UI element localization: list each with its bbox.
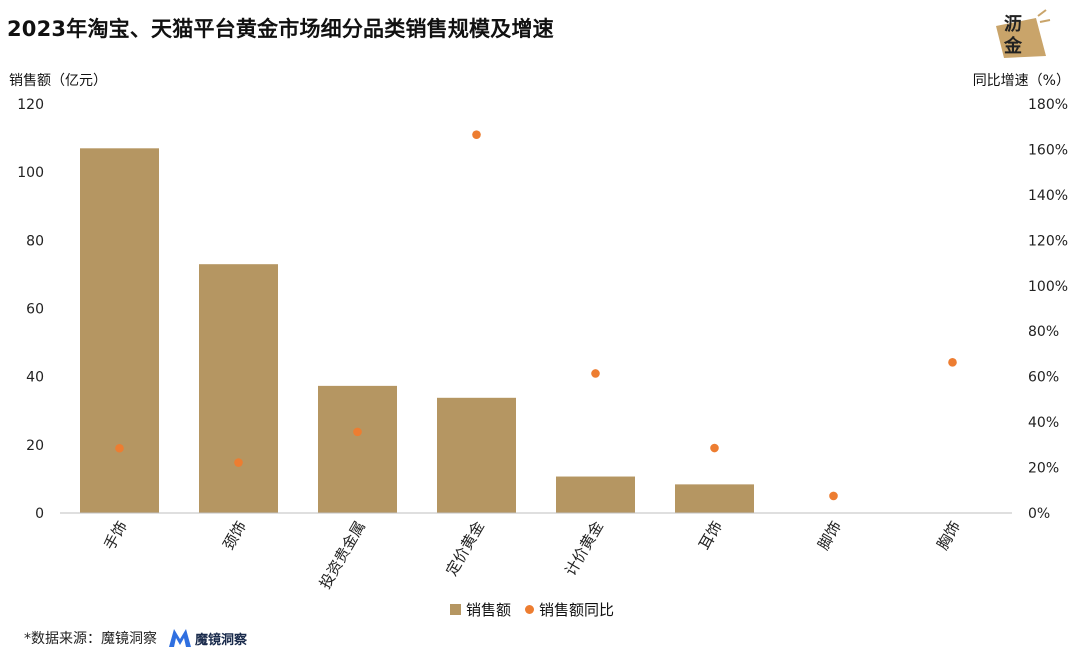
source-note: *数据来源：魔镜洞察 魔镜洞察	[24, 628, 247, 648]
logo-ray	[1037, 9, 1047, 17]
y-axis-right: 0% 20% 40% 60% 80% 100% 120% 140% 160% 180%	[1028, 97, 1068, 522]
logo-text-bottom: 金	[1003, 35, 1023, 57]
logo-shape	[996, 18, 1046, 58]
x-tick-label: 投资贵金属	[316, 518, 369, 592]
x-tick-label: 颈饰	[219, 518, 250, 553]
bar	[318, 385, 397, 513]
y-left-tick-label: 60	[26, 302, 44, 318]
brand-logo: 沥 金	[996, 9, 1051, 58]
y-right-tick-label: 100%	[1028, 279, 1068, 295]
y-left-tick-label: 100	[17, 165, 44, 181]
legend: 销售额 销售额同比	[450, 599, 614, 620]
y-axis-left: 0 20 40 60 80 100 120	[17, 97, 44, 522]
x-tick-label: 定价黄金	[442, 518, 488, 579]
bar	[556, 476, 635, 513]
y-left-tick-label: 20	[26, 438, 44, 454]
scatter-point	[710, 443, 719, 453]
x-tick-label: 计价黄金	[561, 518, 607, 579]
brand-m-icon	[169, 629, 191, 647]
legend-swatch-bar	[450, 604, 461, 615]
scatter-point	[234, 458, 243, 467]
y-right-tick-label: 120%	[1028, 233, 1068, 249]
bar	[80, 148, 159, 513]
y-right-tick-label: 0%	[1028, 506, 1050, 522]
chart-canvas: 0 20 40 60 80 100 120 0% 20% 40% 60% 80% 100% 120% 14…	[17, 97, 1068, 592]
scatter-series	[115, 130, 957, 501]
x-tick-label: 耳饰	[695, 518, 726, 553]
y-left-tick-label: 0	[35, 506, 44, 522]
scatter-point	[948, 358, 957, 367]
y-right-tick-label: 40%	[1028, 415, 1059, 431]
y-right-tick-label: 140%	[1028, 188, 1068, 204]
y-left-tick-label: 80	[26, 233, 44, 249]
scatter-point	[829, 491, 838, 501]
bar	[437, 397, 516, 513]
y-axis-right-title: 同比增速（%）	[972, 73, 1070, 89]
scatter-point	[115, 443, 124, 453]
scatter-point	[591, 369, 600, 378]
x-tick-label: 胸饰	[933, 518, 964, 553]
bar	[675, 484, 754, 513]
legend-item-bar: 销售额	[450, 599, 511, 620]
x-tick-label: 手饰	[100, 518, 131, 553]
chart-title: 2023年淘宝、天猫平台黄金市场细分品类销售规模及增速	[7, 17, 554, 41]
bar	[199, 264, 278, 513]
x-tick-label: 脚饰	[814, 518, 845, 553]
legend-label-dot: 销售额同比	[539, 601, 615, 619]
y-right-tick-label: 80%	[1028, 324, 1059, 340]
bar-series	[80, 148, 754, 513]
scatter-point	[353, 427, 362, 437]
logo-ray	[1039, 19, 1051, 23]
x-axis-labels: 手饰 颈饰 投资贵金属 定价黄金 计价黄金 耳饰 脚饰 胸饰	[100, 518, 964, 592]
y-right-tick-label: 180%	[1028, 97, 1068, 113]
logo-text-top: 沥	[1004, 14, 1022, 35]
legend-swatch-dot	[525, 605, 535, 614]
legend-item-dot: 销售额同比	[525, 599, 614, 620]
y-left-tick-label: 40	[26, 370, 44, 386]
source-text: *数据来源：魔镜洞察	[24, 631, 157, 647]
y-right-tick-label: 60%	[1028, 370, 1059, 386]
y-left-tick-label: 120	[17, 97, 44, 113]
y-axis-left-title: 销售额（亿元）	[9, 73, 107, 89]
source-brand-name: 魔镜洞察	[195, 632, 248, 648]
source-brand: 魔镜洞察	[169, 629, 247, 648]
y-right-tick-label: 160%	[1028, 142, 1068, 158]
legend-label-bar: 销售额	[466, 601, 512, 619]
scatter-point	[472, 130, 481, 139]
y-right-tick-label: 20%	[1028, 461, 1059, 477]
